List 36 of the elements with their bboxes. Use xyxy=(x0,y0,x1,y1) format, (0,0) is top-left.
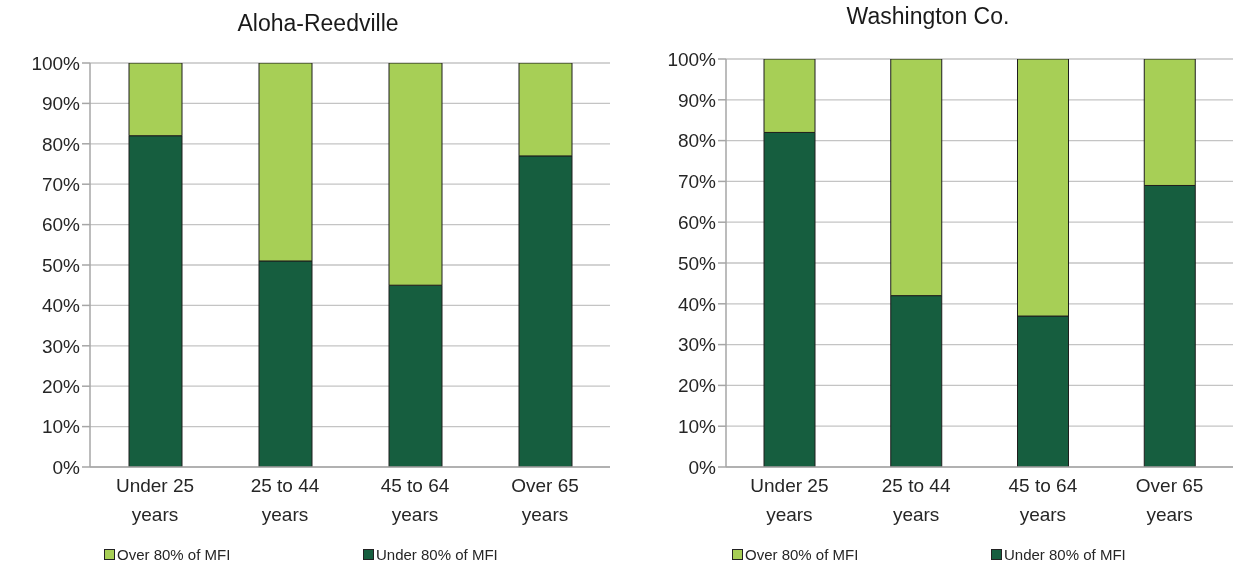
y-tick-label: 10% xyxy=(41,416,81,438)
y-tick-label: 0% xyxy=(688,456,717,478)
y-tick-label: 40% xyxy=(677,293,717,315)
chart-title: Washington Co. xyxy=(845,3,1011,30)
y-tick-label: 80% xyxy=(677,130,717,152)
x-tick-label: Under 25 years xyxy=(750,475,829,525)
y-tick-label: 70% xyxy=(677,171,717,193)
legend-label: Over 80% of MFI xyxy=(745,546,859,563)
x-tick-label: Over 65 years xyxy=(1135,475,1204,525)
y-tick-label: 90% xyxy=(677,89,717,111)
y-tick-label: 40% xyxy=(41,295,81,317)
x-tick-label: 25 to 44 years xyxy=(881,475,951,525)
y-tick-label: 0% xyxy=(52,456,81,478)
y-tick-label: 50% xyxy=(677,252,717,274)
x-tick-label: 45 to 64 years xyxy=(1008,475,1078,525)
y-tick-label: 100% xyxy=(667,48,717,70)
x-tick-label: Under 25 years xyxy=(115,475,195,525)
legend-label: Over 80% of MFI xyxy=(117,546,231,563)
y-tick-label: 60% xyxy=(677,211,717,233)
y-tick-label: 60% xyxy=(41,214,81,236)
y-tick-label: 100% xyxy=(31,52,81,74)
x-tick-label: 25 to 44 years xyxy=(250,475,320,525)
y-tick-label: 30% xyxy=(677,334,717,356)
legend-label: Under 80% of MFI xyxy=(376,546,498,563)
y-tick-label: 10% xyxy=(677,415,717,437)
y-tick-label: 30% xyxy=(41,335,81,357)
y-tick-label: 20% xyxy=(677,375,717,397)
y-tick-label: 80% xyxy=(41,133,81,155)
x-tick-label: Over 65 years xyxy=(511,475,579,525)
y-tick-label: 50% xyxy=(41,254,81,276)
x-tick-label: 45 to 64 years xyxy=(380,475,450,525)
y-tick-label: 20% xyxy=(41,375,81,397)
y-tick-label: 70% xyxy=(41,173,81,195)
legend-label: Under 80% of MFI xyxy=(1004,546,1126,563)
chart-title: Aloha-Reedville xyxy=(236,10,400,37)
y-tick-label: 90% xyxy=(41,93,81,115)
